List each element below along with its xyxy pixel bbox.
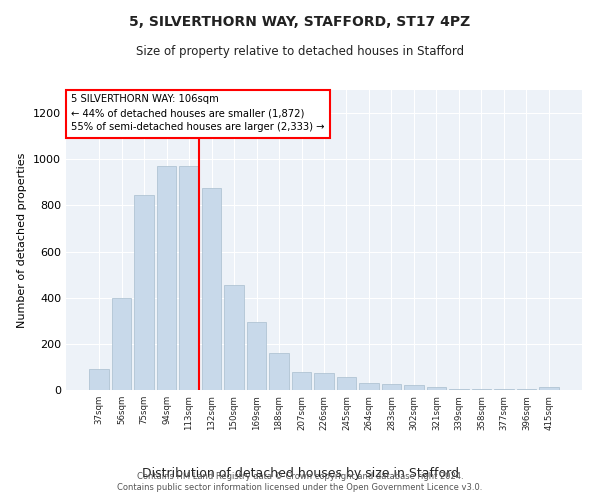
Text: Size of property relative to detached houses in Stafford: Size of property relative to detached ho… bbox=[136, 45, 464, 58]
Bar bbox=[292, 372, 311, 390]
Bar bbox=[179, 166, 199, 390]
Bar bbox=[224, 285, 244, 390]
Bar bbox=[337, 378, 356, 390]
Bar bbox=[359, 383, 379, 390]
Bar bbox=[247, 322, 266, 390]
Bar bbox=[314, 372, 334, 390]
Bar bbox=[539, 387, 559, 390]
Text: 5 SILVERTHORN WAY: 106sqm
← 44% of detached houses are smaller (1,872)
55% of se: 5 SILVERTHORN WAY: 106sqm ← 44% of detac… bbox=[71, 94, 325, 132]
Bar bbox=[157, 166, 176, 390]
Bar bbox=[89, 369, 109, 390]
Bar bbox=[382, 384, 401, 390]
Bar bbox=[134, 195, 154, 390]
Bar bbox=[202, 188, 221, 390]
Bar bbox=[269, 353, 289, 390]
Text: Contains HM Land Registry data © Crown copyright and database right 2024.
Contai: Contains HM Land Registry data © Crown c… bbox=[118, 472, 482, 492]
Text: Distribution of detached houses by size in Stafford: Distribution of detached houses by size … bbox=[142, 467, 458, 480]
Text: 5, SILVERTHORN WAY, STAFFORD, ST17 4PZ: 5, SILVERTHORN WAY, STAFFORD, ST17 4PZ bbox=[130, 15, 470, 29]
Bar bbox=[427, 387, 446, 390]
Y-axis label: Number of detached properties: Number of detached properties bbox=[17, 152, 28, 328]
Bar bbox=[449, 389, 469, 390]
Bar bbox=[404, 386, 424, 390]
Bar bbox=[112, 298, 131, 390]
